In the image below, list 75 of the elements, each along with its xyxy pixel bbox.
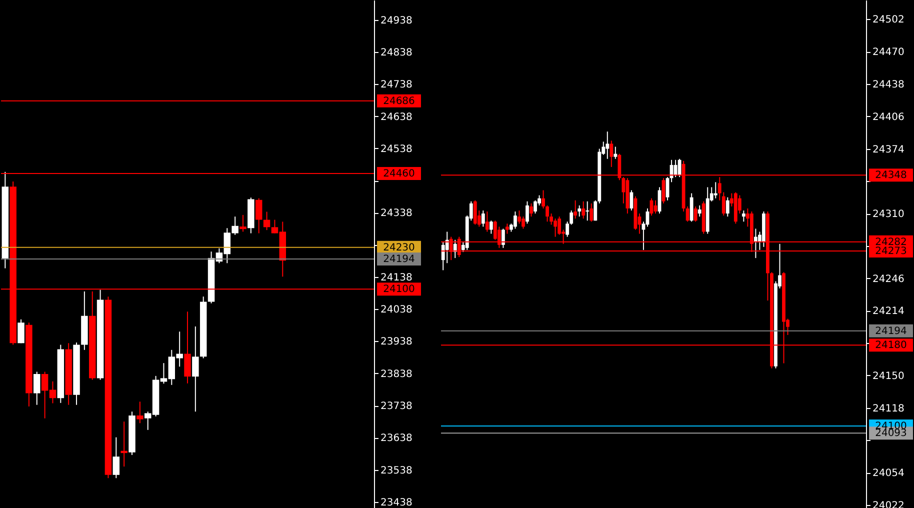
candlestick xyxy=(526,200,529,224)
candlestick xyxy=(694,206,698,222)
y-tick-label: 24502 xyxy=(872,14,904,26)
candlestick xyxy=(506,223,509,234)
candlestick xyxy=(522,216,525,230)
candlestick xyxy=(485,211,489,232)
candlestick xyxy=(582,200,586,220)
candlestick xyxy=(578,204,582,218)
candlestick xyxy=(714,182,718,199)
candlestick xyxy=(255,198,262,234)
ref-line-label: 24460 xyxy=(383,168,415,180)
candlestick xyxy=(502,228,505,248)
candlestick xyxy=(534,200,537,214)
y-tick-label: 24246 xyxy=(872,274,904,285)
y-tick-label: 24054 xyxy=(872,468,904,480)
ref-line-label: 24282 xyxy=(875,236,907,248)
ref-line-label: 24273 xyxy=(875,246,907,257)
y-tick-label: 24038 xyxy=(380,304,412,316)
y-tick-label: 23938 xyxy=(380,336,412,348)
candlestick xyxy=(574,200,578,220)
y-tick-label: 23838 xyxy=(380,368,412,380)
y-tick-label: 24118 xyxy=(872,403,904,414)
y-tick-label: 24214 xyxy=(872,306,904,318)
y-tick-label: 23538 xyxy=(380,465,412,476)
y-tick-label: 24150 xyxy=(872,370,904,382)
y-tick-label: 24470 xyxy=(872,47,904,58)
candlestick xyxy=(120,421,128,468)
y-tick-label: 24438 xyxy=(872,79,904,90)
ref-line-label: 24230 xyxy=(383,242,415,254)
candlestick xyxy=(34,371,40,406)
candlestick xyxy=(184,311,191,384)
ref-line-label: 24100 xyxy=(383,284,415,296)
y-tick-label: 24938 xyxy=(380,15,412,26)
y-tick-label: 24638 xyxy=(380,112,412,123)
candlestick xyxy=(754,228,758,259)
candlestick xyxy=(489,220,493,234)
candlestick xyxy=(445,231,449,264)
y-tick-label: 23438 xyxy=(380,497,412,508)
y-tick-label: 23638 xyxy=(380,433,412,444)
candlestick xyxy=(678,158,682,178)
y-tick-label: 24338 xyxy=(380,208,412,220)
y-tick-label: 24138 xyxy=(380,272,412,284)
candlestick xyxy=(18,318,24,344)
candlestick xyxy=(112,436,120,479)
candlestick xyxy=(558,216,562,236)
candlestick xyxy=(518,210,521,224)
candlestick xyxy=(614,146,618,160)
candlestick xyxy=(240,214,246,232)
candlestick xyxy=(606,131,610,160)
candlestick xyxy=(586,200,590,222)
candlestick xyxy=(192,326,199,412)
ref-line-label: 24348 xyxy=(875,170,907,182)
candlestick xyxy=(136,401,144,424)
candlestick xyxy=(610,140,614,168)
y-tick-label: 24738 xyxy=(380,80,412,91)
ref-line-label: 24180 xyxy=(875,340,907,352)
candlestick xyxy=(263,211,270,231)
y-tick-label: 24406 xyxy=(872,112,904,123)
candlestick xyxy=(726,196,730,218)
candlestick xyxy=(690,192,694,222)
candlestick xyxy=(514,211,517,230)
y-tick-label: 24310 xyxy=(872,209,904,220)
candlestick xyxy=(698,204,702,218)
candlestick xyxy=(530,202,533,218)
y-tick-label: 23738 xyxy=(380,401,412,412)
y-tick-label: 24838 xyxy=(380,48,412,59)
candlestick xyxy=(590,202,594,222)
candlestick xyxy=(481,210,485,228)
ref-line-label: 24194 xyxy=(383,254,415,265)
candlestick xyxy=(473,200,477,226)
y-tick-label: 24374 xyxy=(872,144,904,156)
candlestick xyxy=(742,210,746,222)
ref-line-label: 24194 xyxy=(875,326,907,337)
y-tick-label: 24538 xyxy=(380,144,412,155)
ref-line-label: 24686 xyxy=(383,96,415,107)
